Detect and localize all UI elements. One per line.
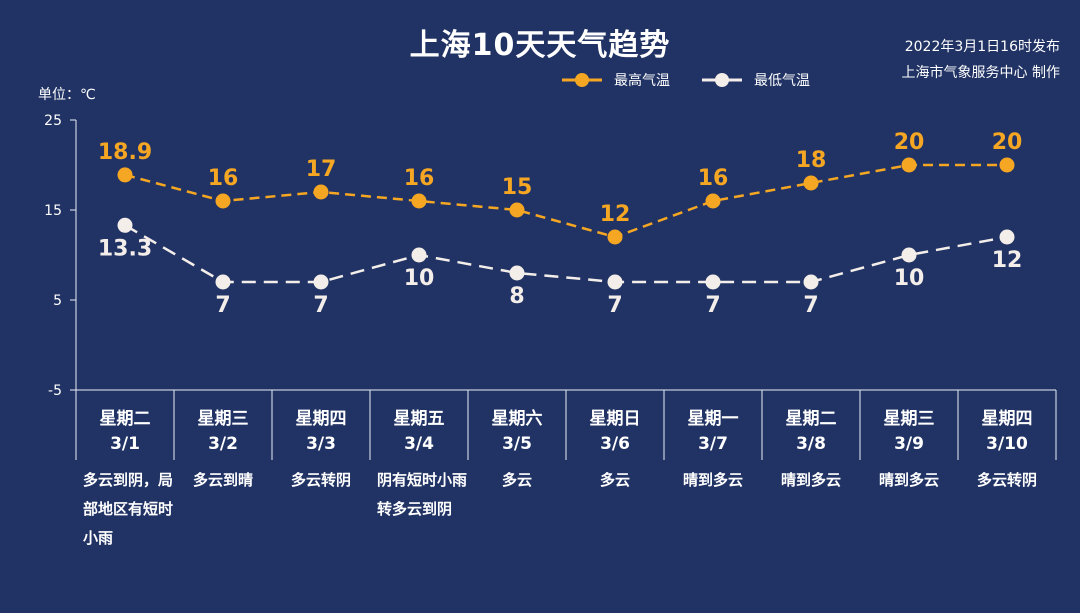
low-temp-point bbox=[607, 274, 623, 290]
weekday-label: 星期四 bbox=[981, 409, 1033, 429]
high-temp-point bbox=[607, 229, 623, 245]
low-temp-point bbox=[999, 229, 1015, 245]
low-temp-point bbox=[117, 217, 133, 233]
low-temp-line bbox=[124, 224, 1008, 284]
date-label: 3/3 bbox=[306, 434, 336, 454]
weekday-label: 星期二 bbox=[785, 409, 837, 429]
weekday-label: 星期三 bbox=[883, 409, 935, 429]
low-temp-point bbox=[901, 247, 917, 263]
weather-description: 多云 bbox=[599, 471, 630, 489]
low-temp-label: 10 bbox=[894, 266, 925, 291]
low-temp-label: 8 bbox=[509, 284, 524, 309]
low-temp-point bbox=[215, 274, 231, 290]
weekday-label: 星期三 bbox=[197, 409, 249, 429]
legend-item-low: 最低气温 bbox=[700, 70, 810, 90]
high-temp-point bbox=[215, 193, 231, 209]
weekday-label: 星期五 bbox=[393, 409, 445, 429]
weather-description: 多云转阴 bbox=[290, 471, 351, 489]
high-temp-point bbox=[803, 175, 819, 191]
high-temp-line bbox=[124, 163, 1007, 239]
weather-description: 多云转阴 bbox=[976, 471, 1037, 489]
publish-info: 2022年3月1日16时发布 上海市气象服务中心 制作 bbox=[902, 34, 1060, 86]
date-label: 3/8 bbox=[796, 434, 826, 454]
low-temp-point bbox=[411, 247, 427, 263]
low-temp-label: 7 bbox=[215, 293, 230, 318]
date-label: 3/7 bbox=[698, 434, 728, 454]
high-temp-point bbox=[705, 193, 721, 209]
low-temp-point bbox=[803, 274, 819, 290]
weather-description: 阴有短时小雨转多云到阴 bbox=[377, 471, 468, 518]
high-temp-label: 17 bbox=[306, 157, 337, 182]
y-tick-label: -5 bbox=[48, 383, 62, 399]
legend-label-low: 最低气温 bbox=[754, 73, 810, 89]
high-temp-label: 15 bbox=[502, 175, 533, 200]
date-label: 3/10 bbox=[986, 434, 1028, 454]
high-temp-point bbox=[313, 184, 329, 200]
high-temp-label: 18.9 bbox=[98, 140, 152, 165]
y-tick-label: 15 bbox=[44, 203, 62, 219]
low-temp-label: 7 bbox=[803, 293, 818, 318]
weekday-label: 星期二 bbox=[99, 409, 151, 429]
legend-swatch-high bbox=[562, 73, 602, 87]
date-label: 3/5 bbox=[502, 434, 532, 454]
low-temp-label: 7 bbox=[705, 293, 720, 318]
y-tick-label: 25 bbox=[44, 113, 62, 129]
publisher: 上海市气象服务中心 制作 bbox=[901, 65, 1060, 81]
high-temp-label: 12 bbox=[600, 202, 631, 227]
weather-description: 多云到晴 bbox=[192, 471, 253, 489]
weather-description: 多云到阴，局部地区有短时小雨 bbox=[83, 471, 174, 547]
high-temp-point bbox=[117, 167, 133, 183]
weekday-label: 星期四 bbox=[295, 409, 347, 429]
date-label: 3/2 bbox=[208, 434, 238, 454]
unit-label: 单位：℃ bbox=[38, 87, 96, 103]
legend-swatch-low bbox=[702, 73, 742, 87]
legend: 最高气温 最低气温 bbox=[560, 70, 810, 90]
high-temp-label: 16 bbox=[404, 166, 435, 191]
low-temp-point bbox=[705, 274, 721, 290]
low-temp-point bbox=[313, 274, 329, 290]
y-tick-label: 5 bbox=[53, 293, 62, 309]
date-label: 3/1 bbox=[110, 434, 140, 454]
low-temp-label: 12 bbox=[992, 248, 1023, 273]
weekday-label: 星期六 bbox=[491, 409, 543, 429]
weather-description: 晴到多云 bbox=[878, 471, 939, 489]
high-temp-point bbox=[411, 193, 427, 209]
high-temp-label: 16 bbox=[208, 166, 239, 191]
high-temp-point bbox=[509, 202, 525, 218]
publish-date: 2022年3月1日16时发布 bbox=[904, 39, 1060, 55]
chart-title: 上海10天天气趋势 bbox=[409, 28, 671, 63]
legend-label-high: 最高气温 bbox=[614, 73, 670, 89]
low-temp-label: 10 bbox=[404, 266, 435, 291]
weekday-label: 星期日 bbox=[589, 409, 641, 429]
weather-description: 晴到多云 bbox=[682, 471, 743, 489]
weather-description: 多云 bbox=[501, 471, 532, 489]
low-temp-label: 7 bbox=[607, 293, 622, 318]
high-temp-point bbox=[999, 157, 1015, 173]
weekday-label: 星期一 bbox=[687, 409, 739, 429]
date-label: 3/9 bbox=[894, 434, 924, 454]
date-label: 3/6 bbox=[600, 434, 630, 454]
high-temp-label: 16 bbox=[698, 166, 729, 191]
date-label: 3/4 bbox=[404, 434, 434, 454]
low-temp-point bbox=[509, 265, 525, 281]
legend-item-high: 最高气温 bbox=[560, 70, 670, 90]
high-temp-label: 18 bbox=[796, 148, 827, 173]
low-temp-label: 13.3 bbox=[98, 236, 152, 261]
low-temp-label: 7 bbox=[313, 293, 328, 318]
high-temp-label: 20 bbox=[992, 130, 1023, 155]
weather-description: 晴到多云 bbox=[780, 471, 841, 489]
high-temp-point bbox=[901, 157, 917, 173]
high-temp-label: 20 bbox=[894, 130, 925, 155]
